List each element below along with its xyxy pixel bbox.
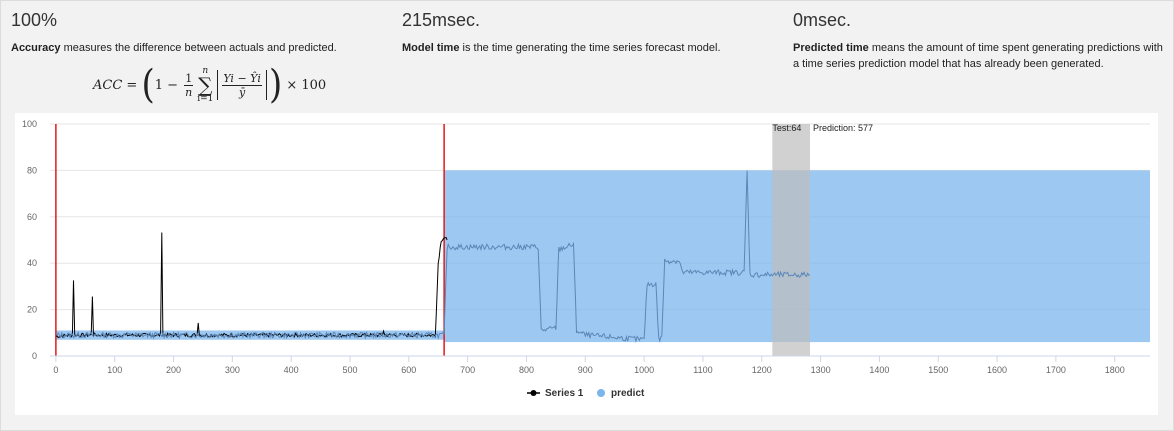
model-time-value: 215msec. [402,10,481,30]
x-tick-label: 800 [519,365,534,375]
y-tick-label: 40 [27,258,37,268]
legend: Series 1 predict [527,388,645,399]
formula-sum-bottom: i=1 [197,94,214,104]
formula-frac1-den: n [185,85,193,99]
prediction-label: Prediction: 577 [813,123,873,133]
x-tick-label: 100 [107,365,122,375]
x-tick-label: 500 [342,365,357,375]
formula-frac1-num: 1 [184,71,194,86]
accuracy-term: Accuracy [11,42,61,54]
x-tick-label: 1300 [811,365,831,375]
formula-one: 1 [154,77,164,93]
x-tick-label: 1800 [1105,365,1125,375]
accuracy-metric: 100% Accuracy measures the difference be… [11,10,381,56]
formula-abs-right [265,70,267,100]
formula-abs-left [217,70,219,100]
y-tick-label: 80 [27,165,37,175]
x-tick-label: 300 [225,365,240,375]
legend-predict-marker [597,389,605,397]
formula-open-paren: ( [141,62,155,108]
y-tick-label: 60 [27,212,37,222]
model-time-desc-text: is the time generating the time series f… [459,42,721,54]
predicted-time-value: 0msec. [793,10,852,30]
model-time-description: Model time is the time generating the ti… [402,40,772,56]
x-tick-label: 1400 [869,365,889,375]
predicted-time-term: Predicted time [793,42,869,54]
x-tick-label: 600 [401,365,416,375]
legend-predict-label: predict [611,388,645,399]
forecast-chart: 0 20 40 60 80 100 Test:64 Prediction: 577 0 100 20… [22,119,1150,399]
model-time-metric: 215msec. Model time is the time generati… [402,10,772,56]
test-label: Test:64 [772,123,801,133]
x-tick-label: 1200 [752,365,772,375]
accuracy-value: 100% [11,10,58,30]
predicted-time-desc-text: means the amount of time spent generatin… [793,42,1163,70]
y-tick-label: 0 [32,351,37,361]
formula-minus: − [167,77,179,93]
formula-times: × 100 [286,77,327,93]
x-tick-label: 700 [460,365,475,375]
formula-frac2-den: ȳ [239,85,246,99]
sigma-symbol: ∑ [198,73,213,97]
x-tick-label: 1000 [634,365,654,375]
formula-frac2-num: Yi − Ŷi [222,71,262,86]
legend-series-1-marker [530,390,537,396]
x-tick-label: 900 [578,365,593,375]
formula-lhs: ACC [93,77,123,93]
accuracy-desc-text: measures the difference between actuals … [60,42,337,54]
predict-line [55,170,811,344]
y-tick-label: 100 [22,119,37,129]
series-1-line [55,232,448,339]
x-tick-label: 1700 [1046,365,1066,375]
formula-sum-top: n [202,66,209,76]
forecast-chart-panel: 0 20 40 60 80 100 Test:64 Prediction: 577 0 100 20… [15,113,1158,415]
formula-frac-2: Yi − Ŷi ȳ [222,72,262,99]
model-time-term: Model time [402,42,460,54]
x-tick-label: 1100 [693,365,712,375]
y-tick-label: 20 [27,305,37,315]
test-band [772,124,810,356]
predicted-time-description: Predicted time means the amount of time … [793,40,1163,72]
x-tick-label: 1500 [928,365,948,375]
x-tick-label: 0 [53,365,58,375]
legend-series-1-label: Series 1 [545,388,584,399]
x-tick-label: 400 [284,365,299,375]
x-tick-label: 1600 [987,365,1007,375]
accuracy-description: Accuracy measures the difference between… [11,40,381,56]
x-tick-label: 200 [166,365,181,375]
formula-close-paren: ) [268,62,283,108]
formula-sigma: n ∑ i=1 [197,66,213,104]
predicted-time-metric: 0msec. Predicted time means the amount o… [793,10,1163,72]
